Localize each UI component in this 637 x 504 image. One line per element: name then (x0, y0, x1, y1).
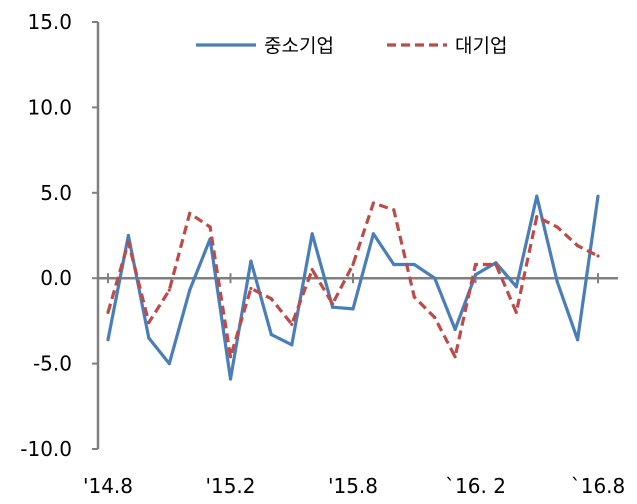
series-1-point (167, 362, 171, 366)
series-1-point (249, 259, 253, 263)
series-1-point (310, 232, 314, 236)
y-axis-ticks: 15.0 10.0 5.0 0.0 -5.0 -10.0 (20, 10, 98, 461)
x-axis-ticks: '14.8 '15.2 '15.8 `16. 2 `16.8 (83, 273, 625, 498)
series-2-point (330, 302, 335, 306)
y-tick-label: 0.0 (40, 266, 72, 290)
series-2-point (371, 201, 376, 205)
x-tick-label: '15.8 (328, 474, 378, 498)
series-1-point (555, 280, 559, 284)
series-2-point (290, 322, 294, 326)
series-2-point (106, 310, 110, 314)
series-1-point (371, 232, 376, 236)
series-2-point (188, 211, 192, 215)
series-1-point (433, 276, 437, 280)
series-1-point (514, 285, 518, 289)
series-2-point (392, 208, 396, 212)
series-line-1 (106, 194, 600, 381)
series-2-point (126, 240, 131, 244)
series-1-point (596, 194, 600, 198)
series-2-point (575, 244, 580, 248)
series-1-point (126, 233, 131, 238)
series-2-point (514, 310, 518, 314)
y-tick-label: -10.0 (20, 437, 72, 461)
legend-label-1: 중소기업 (264, 35, 334, 57)
series-1-point (453, 327, 457, 332)
series-2-point (249, 286, 253, 291)
series-2-point (535, 215, 539, 219)
series-2-point (473, 262, 478, 267)
legend-label-2: 대기업 (455, 35, 507, 57)
y-tick-label: -5.0 (33, 352, 72, 376)
series-1-point (412, 262, 416, 267)
series-1-point (473, 273, 478, 277)
series-2-point (269, 297, 273, 301)
series-1-point (392, 262, 396, 267)
series-1-point (147, 336, 151, 340)
series-2-point (453, 355, 457, 359)
y-tick-label: 10.0 (27, 95, 72, 119)
x-tick-label: `16. 2 (445, 474, 506, 498)
series-1-point (228, 377, 233, 381)
series-1-point (575, 338, 580, 342)
series-1-point (269, 332, 273, 337)
y-tick-label: 5.0 (40, 181, 72, 205)
series-1-point (330, 305, 335, 309)
series-2-point (412, 295, 416, 299)
series-2-point (167, 288, 171, 292)
series-2-point (555, 225, 559, 229)
series-2-point (208, 225, 212, 229)
series-2-point (147, 321, 151, 325)
series-1-point (290, 343, 294, 347)
x-tick-label: '14.8 (83, 474, 133, 498)
x-tick-label: `16.8 (571, 474, 626, 498)
x-tick-label: '15.2 (205, 474, 255, 498)
series-2-point (494, 262, 498, 267)
legend: 중소기업 대기업 (196, 35, 507, 57)
series-1-point (106, 338, 110, 342)
series-2-point (596, 254, 600, 258)
series-group (106, 194, 600, 381)
y-tick-label: 15.0 (27, 10, 72, 34)
series-1-point (188, 288, 192, 292)
series-2-point (310, 268, 314, 272)
series-2-point (433, 315, 437, 320)
series-2-point (228, 355, 233, 359)
series-1-point (351, 307, 355, 311)
series-2-point (351, 262, 355, 267)
series-1-point (535, 194, 539, 198)
